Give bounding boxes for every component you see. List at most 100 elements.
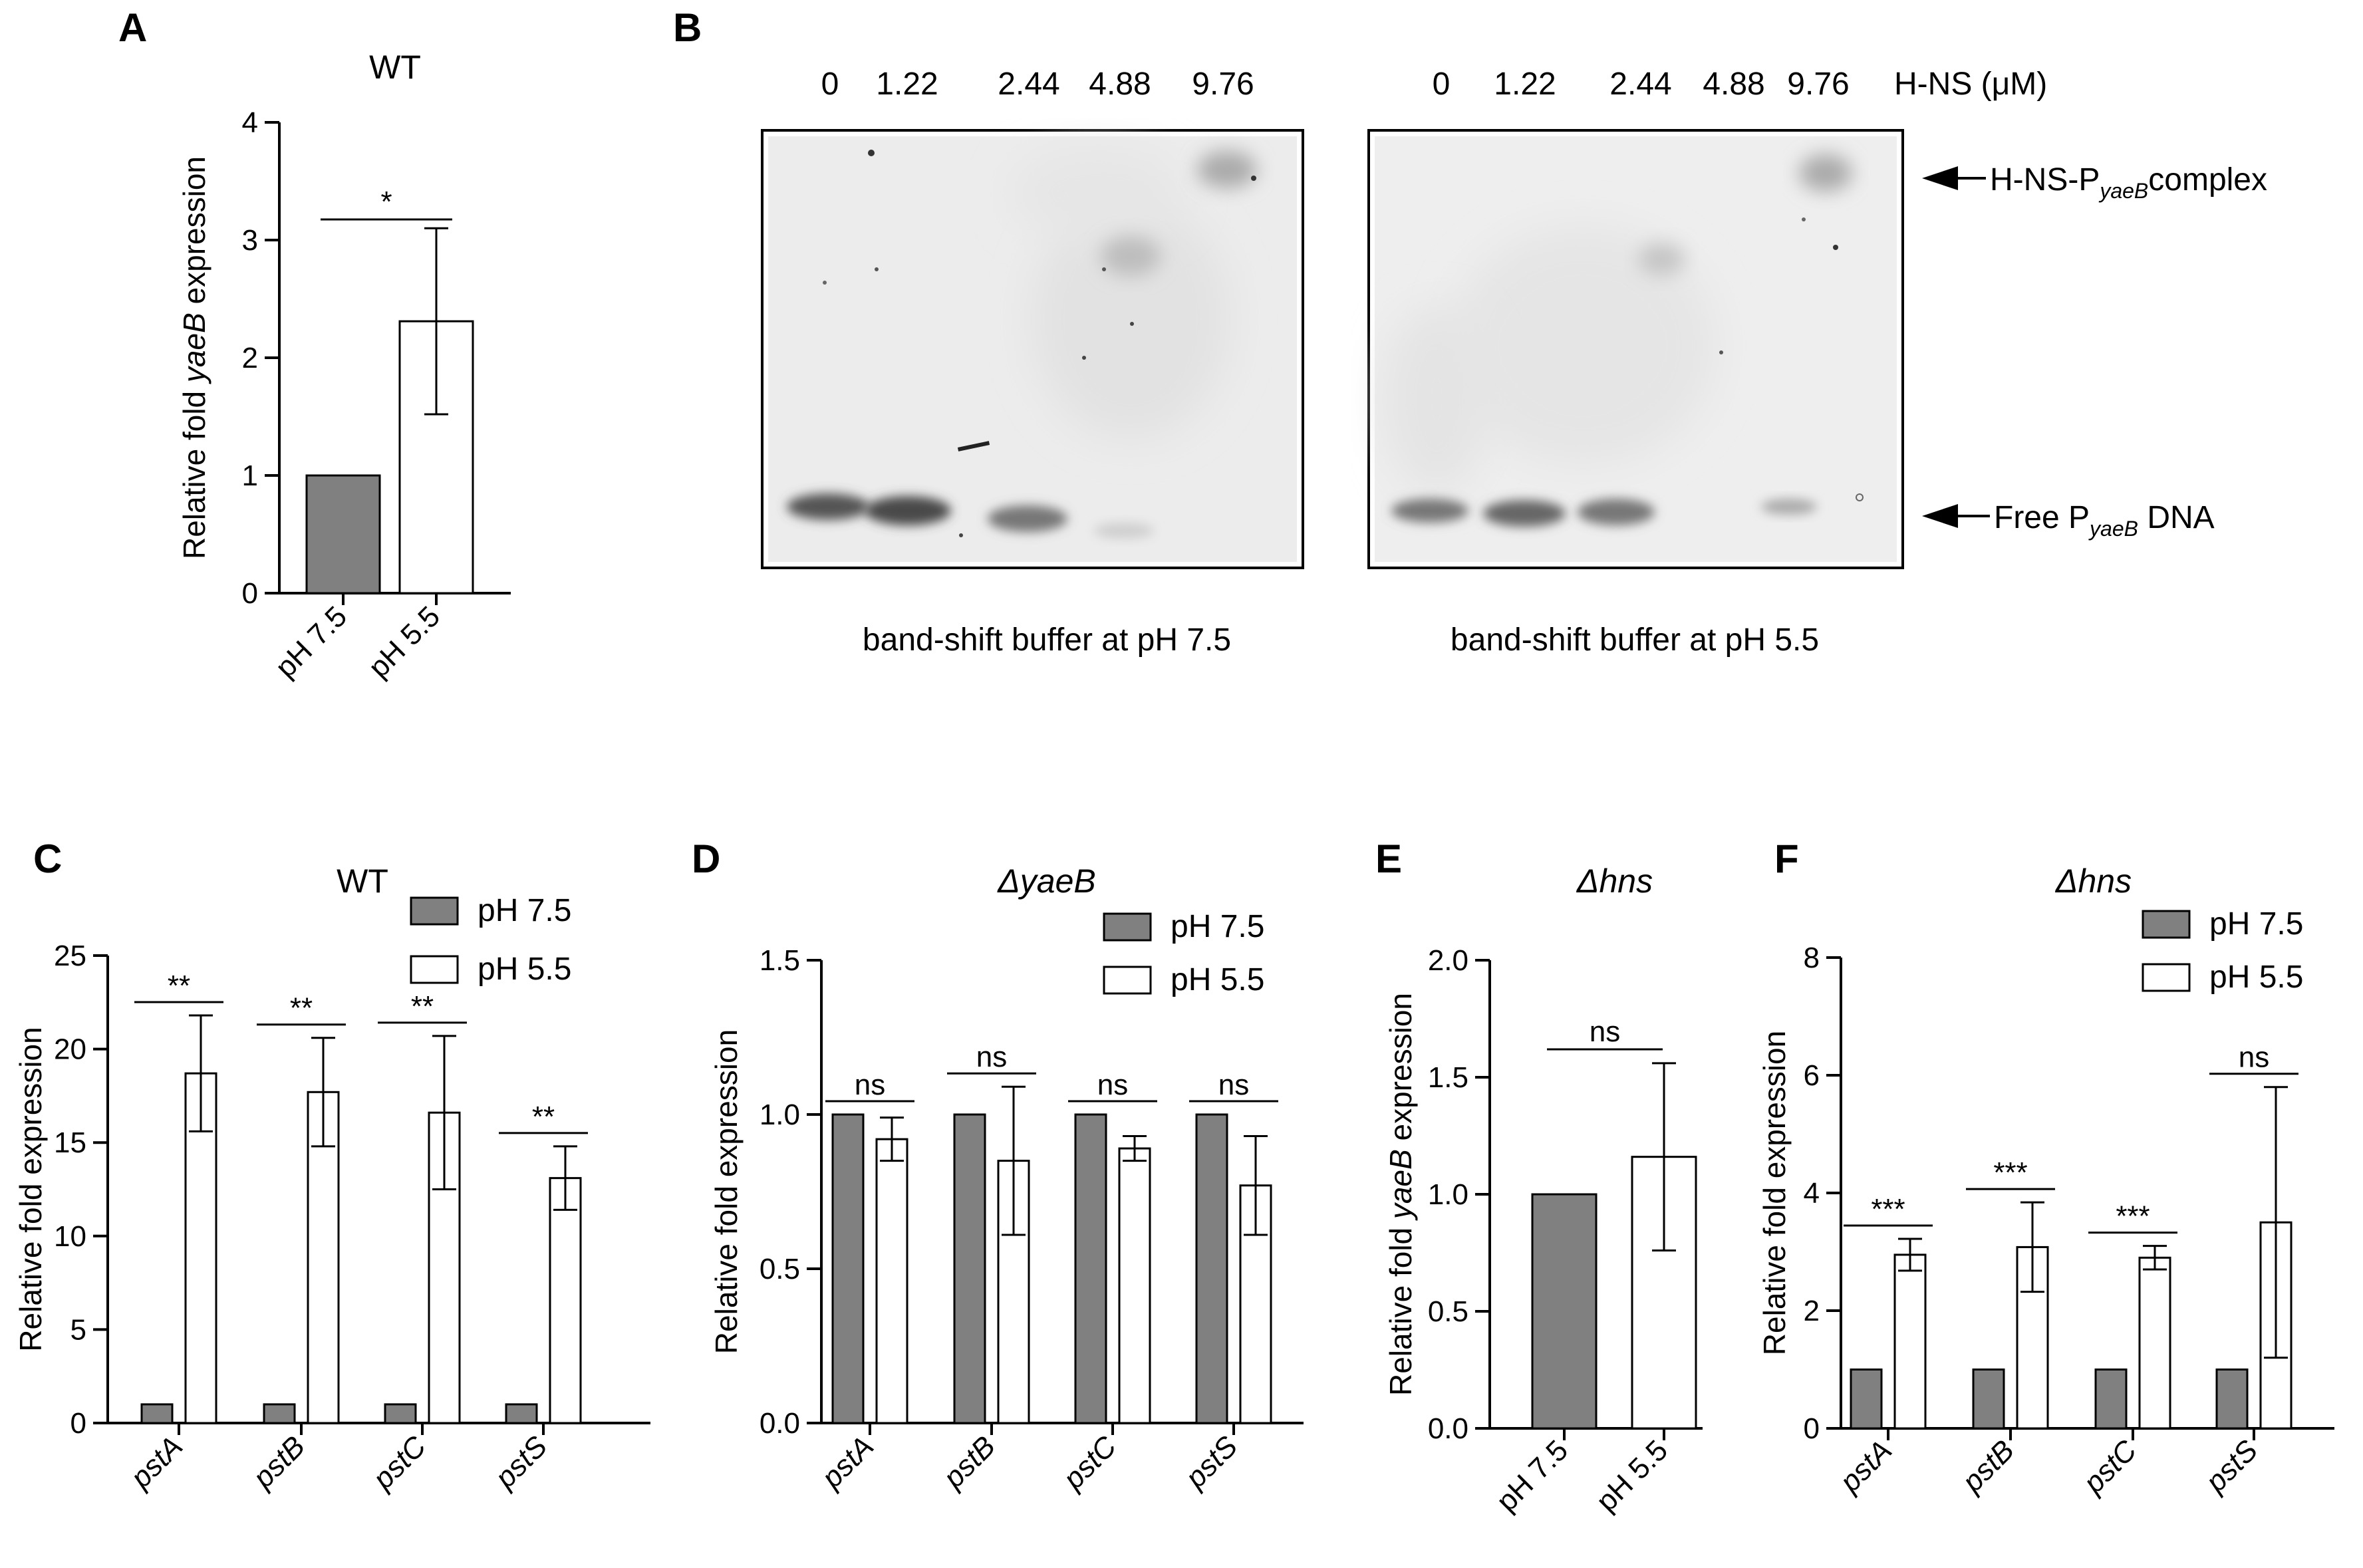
x-tick-label: pstA	[1833, 1434, 1898, 1499]
significance-label: ***	[1993, 1156, 2027, 1189]
y-tick-label: 25	[54, 940, 86, 972]
significance-label: ns	[1590, 1015, 1620, 1048]
significance-label: *	[380, 186, 392, 218]
chart-a: WT 0 1 2 3 4 Relative fold yaeB expression pH 7…	[177, 49, 511, 684]
y-axis-label-part: Relative fold expression	[13, 1027, 48, 1351]
x-tick-label: pstC	[1056, 1430, 1123, 1497]
bar-ph7-5	[953, 1113, 986, 1424]
chart-c: WT 0 5 10 15 20 25 Relative fold expression pstA…	[13, 862, 650, 1496]
conc-label-gel2-4: 9.76	[1787, 66, 1849, 102]
x-tick-label: pstS	[488, 1430, 553, 1495]
x-tick-label: pH 5.5	[1590, 1434, 1674, 1517]
x-tick-label: pH 5.5	[362, 600, 446, 684]
significance-label: ns	[976, 1041, 1007, 1073]
legend-label: pH 7.5	[2209, 906, 2303, 942]
panel-letter-b: B	[673, 5, 702, 50]
y-tick-label: 4	[242, 106, 258, 139]
chart-title: Δhns	[2055, 862, 2132, 900]
y-axis-label: Relative fold expression	[1757, 1031, 1792, 1355]
gel-image-ph7-5	[761, 129, 1304, 569]
y-tick-label: 15	[54, 1126, 86, 1159]
significance-label: ns	[1097, 1069, 1128, 1101]
bar-ph7-5	[1850, 1369, 1883, 1430]
y-tick-label: 10	[54, 1220, 86, 1253]
conc-label-gel1-3: 4.88	[1089, 66, 1151, 102]
bar	[305, 474, 381, 594]
x-tick-label: pstB	[936, 1430, 1002, 1495]
y-tick-label: 3	[242, 224, 258, 257]
arrow-left-icon	[1922, 166, 1958, 190]
y-tick-label: 0.5	[760, 1253, 800, 1285]
legend-swatch-ph7-5	[1103, 912, 1152, 942]
y-tick-label: 0	[1804, 1412, 1820, 1445]
chart-title: Δhns	[1576, 862, 1653, 900]
chart-title: WT	[369, 49, 421, 86]
bar-ph7-5	[384, 1403, 417, 1424]
x-tick-label: pstS	[1179, 1430, 1244, 1495]
legend-swatch-ph5-5	[1103, 966, 1152, 995]
panel-letter-c: C	[33, 837, 62, 881]
legend-label: pH 5.5	[478, 952, 571, 987]
x-tick-label: pH 7.5	[269, 600, 353, 684]
y-tick-label: 0	[242, 577, 258, 610]
x-tick-label: pstA	[815, 1430, 880, 1495]
x-tick-label: pstC	[366, 1430, 433, 1497]
panel-letter-d: D	[692, 837, 720, 881]
y-tick-label: 2.0	[1428, 944, 1468, 977]
y-tick-label: 20	[54, 1033, 86, 1066]
bar-ph5-5	[549, 1177, 582, 1424]
y-axis-label-part: Relative fold	[1383, 1219, 1418, 1396]
x-tick-label: pstB	[1955, 1434, 2020, 1499]
y-tick-label: 1.0	[760, 1099, 800, 1131]
y-axis-label-part: yaeB	[1383, 1149, 1418, 1221]
significance-label: **	[168, 970, 190, 1002]
arrow-left-icon	[1922, 504, 1958, 528]
conc-label-gel2-2: 2.44	[1609, 66, 1671, 102]
significance-label: **	[411, 990, 434, 1023]
y-tick-label: 6	[1804, 1059, 1820, 1092]
y-tick-label: 4	[1804, 1177, 1820, 1210]
significance-label: ***	[1871, 1193, 1905, 1226]
legend-label: pH 5.5	[2209, 960, 2303, 995]
y-tick-label: 1.5	[1428, 1061, 1468, 1094]
bar-ph7-5	[263, 1403, 296, 1424]
conc-label-gel1-4: 9.76	[1192, 66, 1254, 102]
conc-label-gel2-1: 1.22	[1494, 66, 1556, 102]
bar-ph5-5	[1893, 1253, 1927, 1430]
bar-ph7-5	[2094, 1369, 2128, 1430]
bar-ph5-5	[2138, 1256, 2171, 1430]
panel-letter-e: E	[1375, 837, 1402, 881]
panel-letter-f: F	[1774, 837, 1799, 881]
gel-caption-ph7-5: band-shift buffer at pH 7.5	[863, 622, 1231, 658]
gel-panel: 0 1.22 2.44 4.88 9.76 0 1.22 2.44 4.88 9…	[761, 66, 2267, 658]
significance-label: ns	[1218, 1069, 1249, 1101]
bar-ph5-5	[875, 1138, 908, 1424]
conc-label-gel1-1: 1.22	[876, 66, 938, 102]
conc-label-gel2-3: 4.88	[1703, 66, 1764, 102]
legend-swatch-ph7-5	[2142, 910, 2191, 939]
y-tick-label: 1.5	[760, 944, 800, 977]
x-tick-label: pstA	[124, 1430, 189, 1495]
chart-title: ΔyaeB	[997, 862, 1096, 900]
bar-ph7-5	[1972, 1369, 2005, 1430]
bar-ph7-5	[2215, 1369, 2249, 1430]
legend-label: pH 5.5	[1171, 962, 1264, 997]
bar-ph7-5	[140, 1403, 174, 1424]
significance-label: ***	[2116, 1200, 2150, 1233]
y-tick-label: 0.0	[760, 1407, 800, 1440]
chart-e: Δhns 0.0 0.5 1.0 1.5 2.0 Relative fold yaeB ex…	[1383, 862, 1703, 1518]
conc-label-gel1-2: 2.44	[998, 66, 1059, 102]
legend-label: pH 7.5	[478, 893, 571, 928]
y-axis-label: Relative fold expression	[709, 1029, 744, 1354]
conc-label-gel1-0: 0	[821, 66, 839, 102]
y-tick-label: 5	[70, 1313, 86, 1346]
y-tick-label: 1.0	[1428, 1178, 1468, 1211]
y-axis-label-part: yaeB	[177, 313, 211, 384]
bar-ph7-5	[831, 1113, 865, 1424]
y-axis-label-part: expression	[1383, 993, 1418, 1149]
legend-swatch-ph7-5	[410, 896, 459, 926]
bar-ph7-5	[1074, 1113, 1107, 1424]
y-axis-label-part: Relative fold	[177, 382, 211, 559]
conc-unit-label: H-NS (μM)	[1894, 66, 2047, 102]
